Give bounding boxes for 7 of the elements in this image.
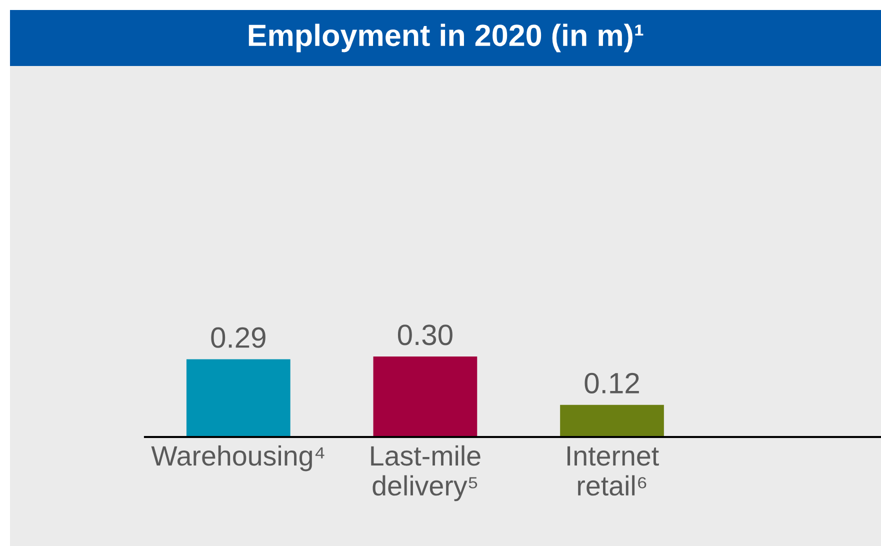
- data-label: 0.30: [398, 324, 452, 346]
- x-tick-label: Warehousing⁴: [151, 445, 324, 472]
- data-label: 0.29: [211, 327, 266, 348]
- chart-title: Employment in 2020 (in m)¹: [248, 24, 644, 52]
- x-tick-label: Internet retail⁶: [567, 446, 659, 496]
- x-tick-label: Last-mile delivery⁵: [371, 445, 480, 502]
- data-label: 0.12: [584, 372, 639, 394]
